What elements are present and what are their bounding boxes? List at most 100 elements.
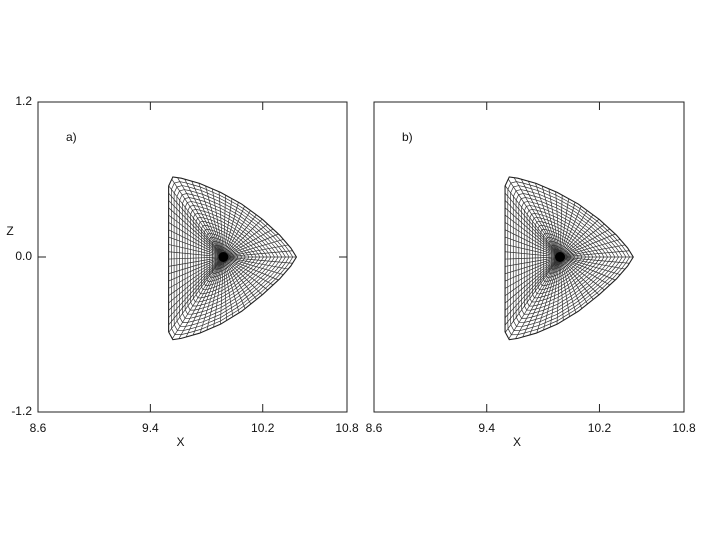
radial-line: [168, 256, 224, 326]
boundary: [168, 176, 298, 341]
radial-line: [223, 256, 274, 286]
radial-line: [508, 256, 561, 339]
radial-line: [218, 191, 224, 258]
radial-line: [168, 256, 224, 296]
panel-label: b): [402, 130, 413, 144]
panel-label: a): [66, 130, 77, 144]
radial-line: [504, 256, 561, 318]
radial-line: [504, 207, 561, 258]
radial-line: [559, 256, 588, 305]
radial-line: [504, 244, 561, 258]
radial-line: [556, 256, 561, 325]
radial-line: [559, 218, 600, 258]
radial-line: [223, 256, 293, 264]
radial-line: [223, 256, 284, 275]
radial-line: [528, 181, 561, 258]
radial-line: [178, 256, 224, 339]
radial-line: [223, 256, 246, 309]
x-tick-label: 10.2: [251, 421, 275, 435]
x-tick-label: 8.6: [30, 421, 47, 435]
radial-line: [559, 256, 610, 286]
radial-line: [559, 250, 630, 258]
radial-line: [185, 256, 224, 338]
radial-line: [223, 250, 293, 258]
radial-line: [223, 233, 279, 258]
radial-line: [177, 177, 224, 258]
radial-line: [559, 256, 564, 321]
radial-line: [504, 256, 561, 297]
radial-line: [168, 256, 224, 318]
radial-line: [543, 256, 561, 331]
radial-line: [559, 239, 621, 258]
radial-line: [198, 183, 224, 258]
radial-line: [223, 256, 279, 281]
radial-line: [223, 256, 257, 300]
radial-line: [199, 256, 224, 334]
radial-line: [168, 256, 224, 304]
radial-line: [172, 256, 224, 339]
radial-line: [559, 256, 626, 270]
radial-line: [504, 256, 561, 304]
radial-line: [504, 256, 561, 289]
radial-line: [168, 256, 224, 289]
radial-line: [504, 214, 561, 258]
radial-line: [504, 256, 561, 282]
magnetic-axis: [218, 252, 229, 262]
radial-line: [541, 185, 561, 258]
radial-line: [559, 256, 616, 281]
x-tick-label: 10.8: [335, 421, 359, 435]
radial-line: [559, 214, 594, 258]
radial-line: [220, 256, 224, 325]
x-axis-label: X: [513, 435, 521, 449]
radial-line: [168, 256, 224, 282]
radial-line: [559, 256, 577, 313]
radial-line: [559, 202, 576, 258]
radial-line: [223, 256, 227, 321]
radial-line: [559, 210, 588, 258]
radial-line: [223, 223, 268, 258]
radial-line: [520, 179, 561, 258]
radial-line: [559, 233, 616, 258]
radial-line: [223, 218, 263, 258]
radial-line: [168, 236, 224, 258]
radial-line: [504, 192, 561, 258]
radial-line: [191, 181, 224, 258]
radial-line: [504, 185, 561, 258]
y-axis-label: Z: [6, 224, 13, 238]
radial-line: [223, 256, 268, 291]
radial-line: [505, 251, 561, 258]
radial-line: [559, 206, 582, 258]
radial-line: [223, 195, 226, 258]
radial-line: [505, 256, 561, 260]
plot-frame: [373, 101, 685, 413]
radial-line: [535, 183, 561, 258]
radial-line: [504, 256, 561, 311]
y-tick-label: -1.2: [11, 404, 32, 418]
x-tick-label: 8.6: [366, 421, 383, 435]
radial-line: [192, 256, 224, 336]
x-tick-label: 10.2: [588, 421, 612, 435]
radial-line: [559, 256, 621, 275]
magnetic-axis: [555, 252, 565, 262]
radial-line: [223, 228, 274, 258]
radial-line: [504, 222, 561, 258]
radial-line: [168, 256, 224, 333]
radial-line: [168, 200, 224, 258]
radial-line: [168, 256, 224, 311]
radial-line: [504, 229, 561, 258]
radial-line: [559, 256, 594, 300]
radial-line: [559, 195, 563, 258]
radial-line: [223, 239, 284, 258]
y-tick-label: 1.2: [15, 94, 32, 108]
radial-line: [504, 256, 561, 275]
radial-line: [223, 256, 240, 313]
radial-line: [522, 256, 561, 338]
radial-line: [559, 198, 569, 258]
x-tick-label: 9.4: [478, 421, 495, 435]
x-axis-label: X: [176, 435, 184, 449]
radial-line: [223, 206, 245, 258]
radial-line: [515, 256, 561, 339]
radial-line: [504, 236, 561, 258]
radial-line: [206, 256, 224, 331]
radial-line: [559, 256, 570, 317]
